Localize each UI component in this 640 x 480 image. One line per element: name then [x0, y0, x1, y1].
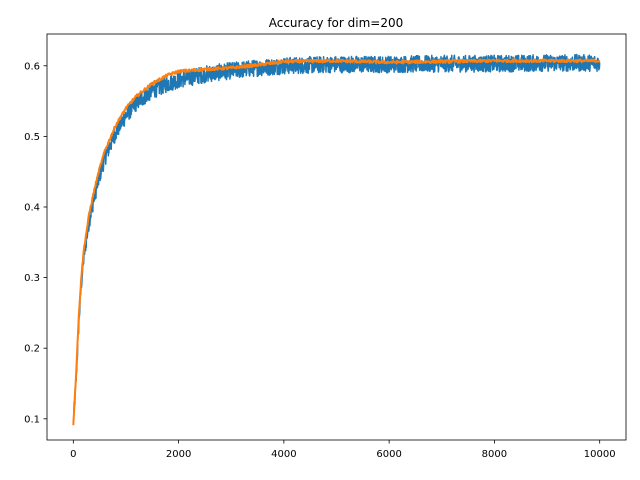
y-tick-label: 0.6 — [24, 61, 40, 72]
x-tick-label: 2000 — [166, 449, 191, 460]
x-tick-label: 10000 — [584, 449, 616, 460]
x-tick-label: 6000 — [376, 449, 401, 460]
y-tick-label: 0.2 — [24, 344, 40, 355]
plot-area — [72, 53, 601, 426]
y-tick-label: 0.1 — [24, 414, 40, 425]
x-tick-label: 0 — [70, 449, 76, 460]
y-tick-label: 0.5 — [24, 132, 40, 143]
x-tick-label: 8000 — [482, 449, 507, 460]
y-tick-label: 0.4 — [24, 202, 40, 213]
x-tick-label: 4000 — [271, 449, 296, 460]
series-line-1 — [72, 53, 601, 423]
axes: 0 2000 4000 6000 8000 10000 0.1 0.2 0.3 0.4 0.5 0.6 — [24, 33, 627, 460]
chart-title: Accuracy for dim=200 — [269, 16, 404, 30]
y-tick-label: 0.3 — [24, 273, 40, 284]
series-line-2 — [72, 58, 601, 426]
plot-frame — [46, 33, 627, 441]
